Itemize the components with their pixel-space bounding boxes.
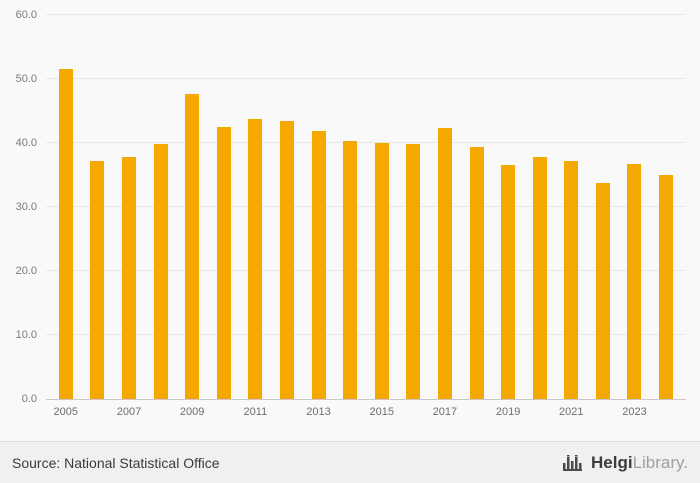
bar-slot [334,15,366,399]
footer: Source: National Statistical Office Helg… [0,441,700,483]
bar-2023 [627,164,642,399]
bar-2018 [469,147,484,399]
bar-2014 [343,141,358,399]
bar-2011 [248,119,263,399]
bar-2020 [532,157,547,399]
bar-slot [524,15,556,399]
bar-2008 [153,144,168,399]
x-tick-label: 2017 [432,406,458,418]
y-tick-label: 0.0 [21,393,37,405]
bar-2005 [58,69,73,399]
bar-slot [398,15,430,399]
helgi-library-logo[interactable]: HelgiLibrary. [563,453,688,473]
x-tick-label: 2007 [116,406,142,418]
bar-slot [587,15,619,399]
y-tick-label: 60.0 [15,9,37,21]
bar-slot [145,15,177,399]
x-tick-label: 2011 [243,406,268,418]
bar-slot: 2023 [619,15,651,418]
bar-2015 [374,143,389,399]
source-note: Source: National Statistical Office [12,454,220,471]
x-tick-label: 2005 [53,406,79,418]
y-tick-label: 40.0 [15,137,37,149]
bar-slot: 2015 [366,15,398,418]
bar-2017 [437,127,452,399]
bar-2006 [90,160,105,399]
bar-slot: 2007 [113,15,145,418]
gridline [46,78,686,79]
bar-2016 [406,143,421,399]
bar-2009 [185,93,200,399]
bar-2007 [121,157,136,399]
plot-area: 60.0 50.0 40.0 30.0 20.0 10.0 0.0 2005 2007 2009 2… [16,9,686,418]
bars-container: 2005 2007 2009 2011 2013 2015 2017 2019 2021 2023 [46,15,686,418]
gridline [46,334,686,335]
logo-text-light: Library. [632,452,688,472]
bar-2024 [659,175,674,399]
bar-2012 [279,120,294,399]
y-tick-label: 20.0 [15,265,37,277]
bar-slot [82,15,114,399]
x-tick-label: 2015 [369,406,394,418]
bar-slot: 2019 [492,15,524,418]
gridline [46,206,686,207]
bar-2021 [564,160,579,399]
x-tick-label: 2019 [495,406,521,418]
y-tick-label: 30.0 [15,201,37,213]
bar-2013 [311,131,326,399]
bar-slot: 2009 [176,15,208,418]
bar-2022 [595,182,610,399]
x-tick-label: 2009 [179,406,205,418]
bar-slot: 2017 [429,15,461,418]
bar-slot [271,15,303,399]
bar-2010 [216,127,231,399]
bar-slot: 2011 [240,15,272,418]
x-tick-label: 2021 [559,406,584,418]
bar-slot [650,15,682,399]
gridline [46,142,686,143]
bar-slot [461,15,493,399]
bar-slot: 2013 [303,15,335,418]
x-tick-label: 2013 [306,406,331,418]
x-tick-label: 2023 [622,406,647,418]
bar-2019 [501,164,516,399]
gridline [46,14,686,15]
logo-text-bold: Helgi [591,452,633,472]
bar-slot [208,15,240,399]
gridline [46,270,686,271]
bar-slot: 2005 [50,15,82,418]
logo-text: HelgiLibrary. [591,453,688,473]
bar-chart: 60.0 50.0 40.0 30.0 20.0 10.0 0.0 2005 2007 2009 2… [16,9,686,418]
bar-slot: 2021 [556,15,588,418]
y-tick-label: 50.0 [15,73,37,85]
bridge-icon [563,455,582,471]
y-tick-label: 10.0 [15,329,37,341]
